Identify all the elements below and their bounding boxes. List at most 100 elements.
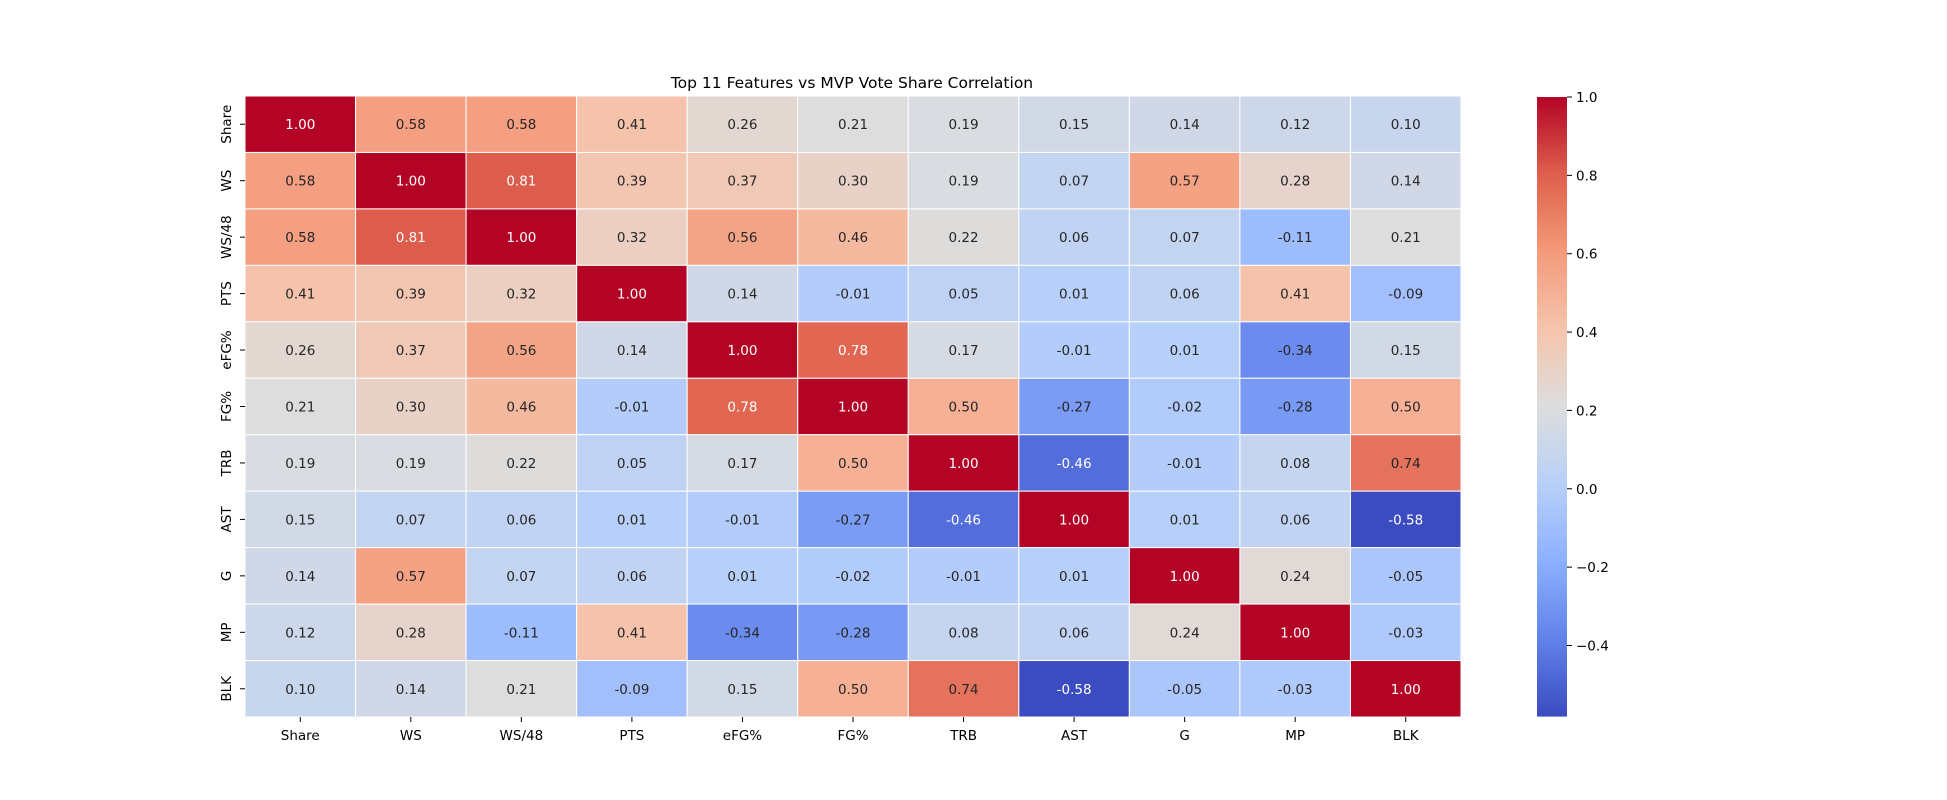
cell-value-label: 0.19 [949, 174, 979, 190]
cell-value-label: 0.19 [949, 117, 979, 133]
colorbar-segment [1537, 542, 1567, 547]
cell-value-label: 1.00 [838, 400, 868, 416]
heatmap-cell [797, 660, 909, 718]
cell-value-label: 0.10 [1391, 117, 1421, 133]
cell-value-label: 1.00 [1170, 569, 1200, 585]
heatmap-cell [907, 434, 1020, 492]
colorbar-segment [1537, 415, 1567, 420]
colorbar-segment [1537, 248, 1567, 253]
colorbar-segment [1537, 199, 1567, 203]
colorbar: 1.0 0.8 0.6 0.4 0.2 0.0 −0.2 −0.4 [1537, 90, 1609, 717]
colorbar-segment [1537, 610, 1567, 615]
cell-value-label: 0.10 [285, 682, 315, 698]
colorbar-segment [1537, 490, 1567, 494]
colorbar-segment [1537, 149, 1567, 154]
cell-value-label: 0.78 [838, 343, 868, 359]
colorbar-segment [1537, 264, 1567, 268]
colorbar-segment [1537, 360, 1567, 364]
cell-value-label: -0.09 [1388, 287, 1423, 303]
heatmap-cell [797, 377, 909, 436]
colorbar-segment [1537, 700, 1567, 705]
colorbar-segment [1537, 335, 1567, 340]
colorbar-segment [1537, 171, 1567, 175]
x-tick-label: WS/48 [500, 728, 544, 744]
heatmap-cell [244, 208, 357, 266]
heatmap-cell [355, 660, 467, 718]
colorbar-segment [1537, 517, 1567, 522]
cell-value-label: 0.74 [949, 682, 979, 698]
colorbar-segment [1537, 425, 1567, 429]
colorbar-segment [1537, 310, 1567, 315]
colorbar-segment [1537, 521, 1567, 525]
x-tick-label: PTS [619, 728, 644, 744]
cell-value-label: 0.06 [1170, 287, 1200, 303]
colorbar-tick-label: 0.0 [1576, 482, 1597, 498]
colorbar-segment [1537, 604, 1567, 609]
heatmap-cell [1128, 264, 1241, 323]
heatmap-cell [465, 95, 578, 153]
heatmap-cell [797, 547, 909, 605]
y-tick-label: PTS [219, 281, 235, 306]
colorbar-segment [1537, 524, 1567, 528]
colorbar-segment [1537, 338, 1567, 343]
cell-value-label: 0.19 [285, 456, 315, 472]
y-axis-ticks: Share WS WS/48 PTS eFG% FG% TRB AST G MP BLK [219, 105, 245, 702]
colorbar-segment [1537, 452, 1567, 457]
colorbar-segment [1537, 496, 1567, 500]
colorbar-segment [1537, 261, 1567, 265]
heatmap-cell [355, 490, 467, 549]
x-tick-label: G [1179, 728, 1189, 744]
heatmap-cell [1349, 321, 1462, 379]
heatmap-cell [244, 151, 357, 210]
colorbar-segment [1537, 477, 1567, 482]
heatmap-cell [465, 660, 578, 718]
colorbar-segment [1537, 121, 1567, 126]
cell-value-label: -0.05 [1167, 682, 1202, 698]
heatmap-cell [244, 603, 357, 662]
heatmap-cell [686, 603, 799, 662]
colorbar-segment [1537, 161, 1567, 166]
cell-value-label: -0.27 [1057, 400, 1092, 416]
heatmap-cell [907, 490, 1020, 549]
cell-value-label: -0.58 [1057, 682, 1092, 698]
colorbar-segment [1537, 152, 1567, 157]
cell-value-label: 0.06 [1059, 625, 1089, 641]
colorbar-segment [1537, 295, 1567, 299]
cell-value-label: 0.01 [1059, 287, 1089, 303]
cell-value-label: 0.37 [727, 174, 757, 190]
colorbar-segment [1537, 573, 1567, 578]
heatmap-cell [1349, 208, 1462, 266]
cell-value-label: -0.03 [1278, 682, 1313, 698]
heatmap-cell [686, 95, 799, 153]
colorbar-segment [1537, 347, 1567, 352]
x-tick-label: TRB [949, 728, 977, 744]
heatmap-cell [244, 490, 357, 549]
colorbar-segment [1537, 140, 1567, 145]
colorbar-segment [1537, 527, 1567, 531]
heatmap-cell [797, 95, 909, 153]
colorbar-segment [1537, 97, 1567, 101]
cell-value-label: 0.50 [1391, 400, 1421, 416]
cell-value-label: 0.15 [727, 682, 757, 698]
cell-value-label: 0.50 [949, 400, 979, 416]
cell-value-label: 0.41 [285, 287, 315, 303]
colorbar-segment [1537, 629, 1567, 634]
cell-value-label: 0.01 [1170, 343, 1200, 359]
cell-value-label: 0.01 [1170, 512, 1200, 528]
colorbar-segment [1537, 230, 1567, 234]
cell-value-label: 0.32 [506, 287, 536, 303]
colorbar-segment [1537, 288, 1567, 293]
cell-value-label: -0.05 [1388, 569, 1423, 585]
colorbar-segment [1537, 356, 1567, 361]
colorbar-segment [1537, 511, 1567, 516]
colorbar-segment [1537, 406, 1567, 411]
colorbar-segment [1537, 211, 1567, 216]
heatmap-cell [907, 264, 1020, 323]
heatmap-cell [576, 434, 688, 492]
colorbar-segment [1537, 499, 1567, 504]
colorbar-segment [1537, 217, 1567, 222]
heatmap-cell [1349, 151, 1462, 210]
colorbar-segment [1537, 536, 1567, 541]
colorbar-segment [1537, 437, 1567, 442]
